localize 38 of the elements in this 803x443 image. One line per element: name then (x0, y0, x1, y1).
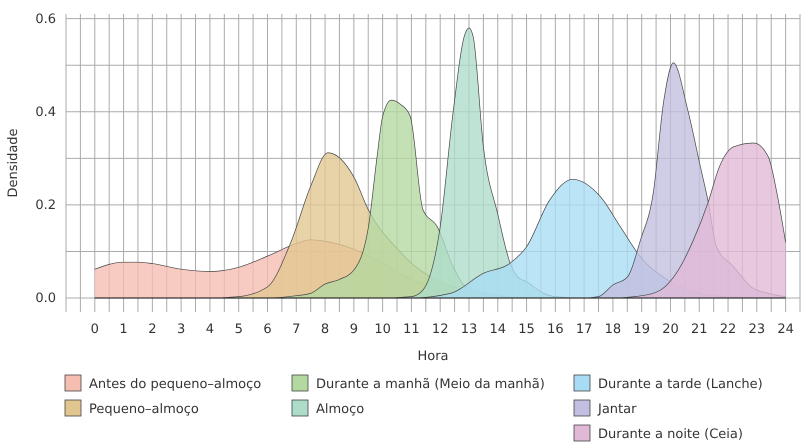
legend-label: Durante a manhã (Meio da manhã) (316, 377, 545, 392)
legend-label: Jantar (597, 402, 638, 417)
x-tick-label: 23 (748, 322, 766, 338)
x-tick-label: 21 (690, 322, 708, 338)
x-tick-label: 13 (460, 322, 478, 338)
x-tick-label: 18 (604, 322, 622, 338)
legend-label: Durante a tarde (Lanche) (598, 377, 763, 392)
y-axis-title: Densidade (6, 128, 21, 198)
x-tick-label: 12 (432, 322, 448, 338)
y-tick-label: 0.0 (35, 291, 56, 306)
x-tick-label: 3 (176, 322, 186, 338)
x-tick-label: 0 (90, 322, 99, 338)
y-tick-label: 0.2 (35, 198, 56, 214)
y-tick-label: 0.4 (35, 104, 56, 120)
legend-label: Durante a noite (Ceia) (598, 427, 743, 442)
x-tick-label: 1 (119, 322, 128, 338)
legend-label: Antes do pequeno–almoço (89, 377, 262, 392)
x-tick-label: 15 (518, 322, 535, 338)
x-tick-label: 2 (148, 322, 156, 338)
x-axis-title: Hora (417, 349, 449, 364)
legend-label: Pequeno–almoço (89, 402, 199, 417)
legend-label: Almoço (316, 402, 364, 417)
x-tick-label: 17 (576, 322, 592, 338)
x-tick-label: 11 (403, 322, 420, 338)
x-tick-label: 7 (292, 322, 300, 338)
x-tick-label: 14 (489, 322, 506, 338)
x-tick-label: 10 (374, 322, 391, 338)
x-tick-label: 6 (263, 322, 272, 338)
x-tick-label: 9 (350, 322, 358, 338)
x-tick-label: 24 (777, 322, 794, 338)
x-tick-label: 19 (633, 322, 650, 338)
y-tick-label: 0.6 (35, 12, 56, 27)
x-tick-label: 8 (320, 322, 330, 338)
x-tick-label: 4 (206, 322, 214, 338)
x-tick-label: 22 (720, 322, 736, 338)
x-tick-label: 16 (547, 322, 564, 338)
x-tick-label: 5 (234, 322, 243, 338)
x-tick-label: 20 (662, 322, 679, 338)
